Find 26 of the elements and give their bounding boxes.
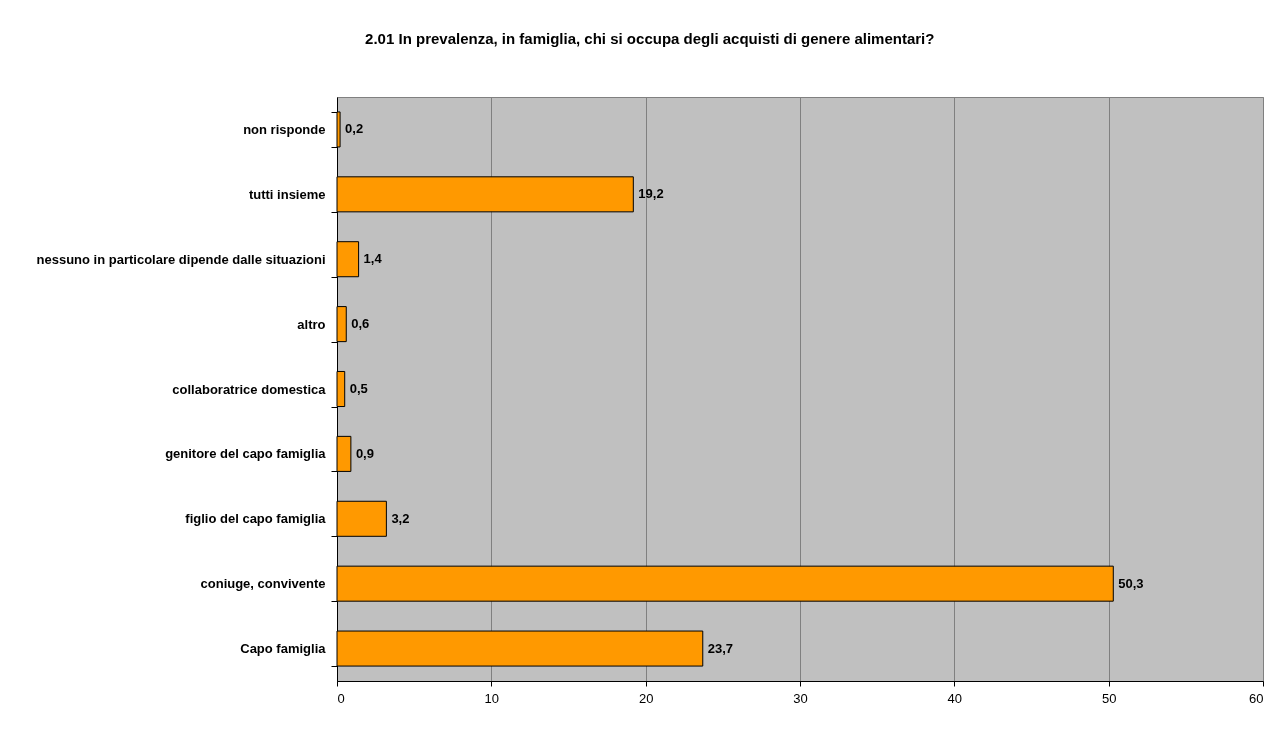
x-tick-label: 30 [793, 690, 808, 706]
data-label: 19,2 [638, 186, 664, 202]
x-tick-label: 20 [638, 690, 654, 706]
data-label: 0,5 [349, 381, 368, 396]
data-label: 1,4 [363, 251, 383, 267]
y-tick-label: nessuno in particolare dipende dalle situazioni [36, 251, 326, 267]
y-tick-label: Capo famiglia [240, 641, 327, 657]
y-tick-label: coniuge, convivente [200, 576, 326, 592]
y-tick-label: tutti insieme [248, 186, 326, 202]
data-label: 23,7 [707, 640, 734, 656]
y-tick-label: altro [297, 316, 326, 332]
chart-title: 2.01 In prevalenza, in famiglia, chi si occupa degli acquisti di genere alimentari? [365, 30, 935, 47]
x-tick-label: 40 [947, 690, 963, 706]
y-tick-label: figlio del capo famiglia [185, 511, 327, 527]
data-label: 0,2 [345, 121, 364, 137]
y-tick-label: collaboratrice domestica [172, 381, 327, 397]
y-tick-label: non risponde [243, 121, 326, 137]
x-tick-label: 60 [1249, 690, 1264, 706]
x-tick-label: 10 [484, 690, 500, 706]
data-label: 3,2 [391, 510, 410, 526]
x-tick-label: 50 [1101, 690, 1117, 706]
y-tick-label: genitore del capo famiglia [165, 446, 327, 462]
data-label: 0,6 [351, 316, 370, 332]
data-label: 0,9 [355, 445, 374, 461]
x-tick-label: 0 [337, 690, 345, 706]
data-label: 50,3 [1118, 575, 1144, 591]
